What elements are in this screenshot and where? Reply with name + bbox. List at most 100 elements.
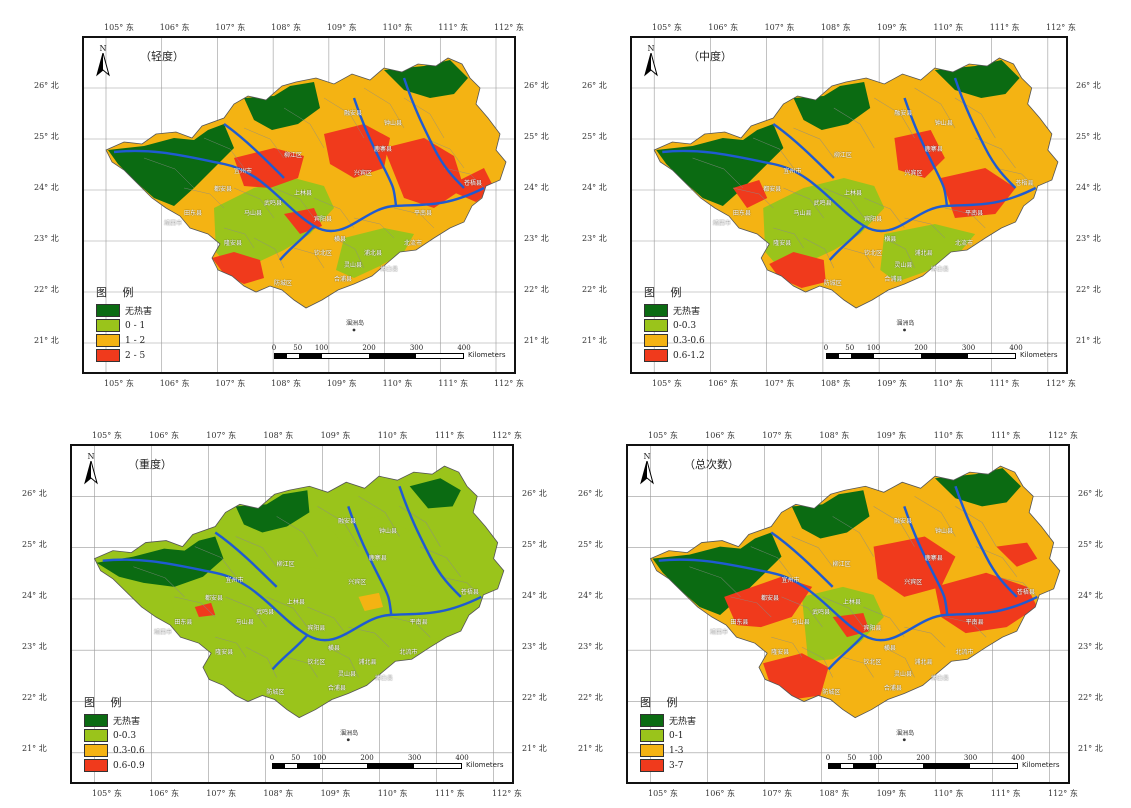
scale-numbers: 0 50 100 200 300 400: [270, 754, 469, 763]
county-boundary: [874, 97, 915, 139]
place-name: 防城区: [274, 280, 293, 287]
county-boundary: [273, 187, 315, 219]
place-name: 平南县: [965, 210, 984, 217]
map-panel-light: 柳江区 宜州市 都安县 马山县 武鸣县 宾阳县 上林县 横县 北流市 钦北区 灵山县 合浦县 博白县 兴宾…: [0, 0, 565, 400]
place-name: 宾阳县: [314, 216, 333, 223]
place-name: 柳江区: [284, 152, 303, 159]
island-label: 涠洲岛: [896, 320, 915, 327]
place-name: 田东县: [730, 619, 749, 627]
scale-number: 400: [457, 344, 471, 352]
place-name: 柳江区: [832, 560, 851, 568]
scale-number: 200: [916, 754, 930, 762]
scale-segment: [874, 354, 921, 358]
scale-number: 400: [1009, 344, 1023, 352]
place-name: 浦北县: [358, 659, 377, 667]
north-arrow: N: [644, 44, 658, 79]
county-boundary: [873, 506, 915, 547]
place-name: 武鸣县: [256, 608, 275, 616]
river: [770, 531, 834, 588]
legend-swatch: [644, 319, 668, 332]
lon-tick-bottom: 112° 东: [494, 379, 524, 388]
lon-tick-top: 105° 东: [652, 23, 682, 32]
county-boundary: [996, 576, 1038, 598]
lon-tick-top: 111° 东: [434, 431, 465, 440]
place-name: 武鸣县: [813, 200, 832, 207]
scale-numbers: 0 50 100 200 300 400: [824, 344, 1023, 353]
scale-number: 50: [845, 344, 855, 352]
lat-tick-left: 25° 北: [34, 132, 59, 141]
scale-segment: [369, 354, 416, 358]
lat-tick-left: 26° 北: [578, 489, 603, 498]
river: [827, 634, 865, 671]
county-boundary: [286, 657, 318, 678]
lon-tick-top: 105° 东: [92, 431, 122, 440]
hazard-zone: [235, 490, 310, 533]
hazard-zone: [793, 82, 871, 130]
lat-tick-right: 23° 北: [524, 234, 549, 243]
county-boundary: [293, 247, 325, 269]
legend-row: 1 - 2: [96, 333, 152, 348]
province-outline: [649, 465, 1061, 719]
lon-tick-top: 107° 东: [206, 431, 237, 440]
river: [347, 505, 393, 616]
map-title: （重度）: [128, 458, 172, 471]
place-name: 灵山县: [894, 671, 913, 679]
place-name: 靖西市: [712, 220, 731, 227]
place-name: 田东县: [174, 619, 193, 627]
county-boundary: [863, 606, 905, 638]
scale-segment: [838, 354, 851, 358]
lon-tick-bottom: 112° 东: [492, 789, 522, 798]
scale-segment: [367, 764, 414, 768]
lon-tick-top: 112° 东: [1046, 23, 1076, 32]
hazard-zone: [384, 138, 464, 208]
place-name: 苍梧县: [1015, 180, 1034, 187]
county-boundary: [692, 157, 744, 189]
scale-number: 400: [455, 754, 469, 762]
lon-tick-top: 105° 东: [648, 431, 678, 440]
hazard-zone: [194, 602, 216, 618]
lat-tick-right: 26° 北: [1076, 81, 1101, 90]
lon-tick-top: 107° 东: [215, 23, 246, 32]
legend-row: 3-7: [640, 758, 696, 773]
lon-tick-top: 105° 东: [104, 23, 134, 32]
place-name: 横县: [334, 236, 347, 243]
county-boundary: [307, 606, 349, 638]
lon-tick-bottom: 109° 东: [320, 789, 351, 798]
legend-label: 无热害: [125, 307, 153, 317]
scale-number: 200: [914, 344, 928, 352]
county-boundary: [732, 187, 774, 209]
place-name: 武鸣县: [264, 200, 283, 207]
scale-segment: [273, 764, 285, 768]
county-boundary: [945, 616, 987, 638]
lon-tick-bottom: 110° 东: [382, 379, 413, 388]
county-boundary: [995, 167, 1036, 189]
lat-tick-right: 21° 北: [1076, 336, 1101, 345]
scale-segment: [852, 764, 876, 768]
place-name: 宜州市: [225, 576, 244, 584]
lat-tick-right: 22° 北: [524, 285, 549, 294]
county-boundary: [358, 496, 400, 537]
county-boundary: [771, 636, 803, 658]
county-boundary: [323, 97, 365, 139]
lon-tick-top: 106° 东: [708, 23, 739, 32]
scale-number: 50: [291, 754, 301, 762]
county-boundary: [801, 646, 833, 678]
place-name: 北流市: [955, 649, 974, 657]
scale-bar: 0 50 100 200 300 400 Kilometers: [271, 344, 505, 359]
scale-number: 0: [271, 344, 277, 352]
county-boundary: [333, 237, 365, 269]
lat-tick-right: 23° 北: [1078, 642, 1103, 651]
lon-tick-top: 112° 东: [492, 431, 522, 440]
place-name: 田东县: [732, 210, 751, 217]
legend-label: 1-3: [669, 745, 684, 756]
county-boundary: [243, 127, 285, 159]
place-name: 平南县: [409, 619, 428, 627]
legend-label: 无热害: [669, 717, 697, 727]
legend-row: 0 - 1: [96, 318, 152, 333]
lat-tick-right: 22° 北: [522, 693, 547, 702]
lat-tick-right: 21° 北: [522, 744, 547, 753]
legend-swatch: [640, 729, 664, 742]
legend-row: 0.3-0.6: [84, 743, 145, 758]
place-name: 柳江区: [276, 560, 295, 568]
place-name: 钦北区: [307, 659, 326, 667]
